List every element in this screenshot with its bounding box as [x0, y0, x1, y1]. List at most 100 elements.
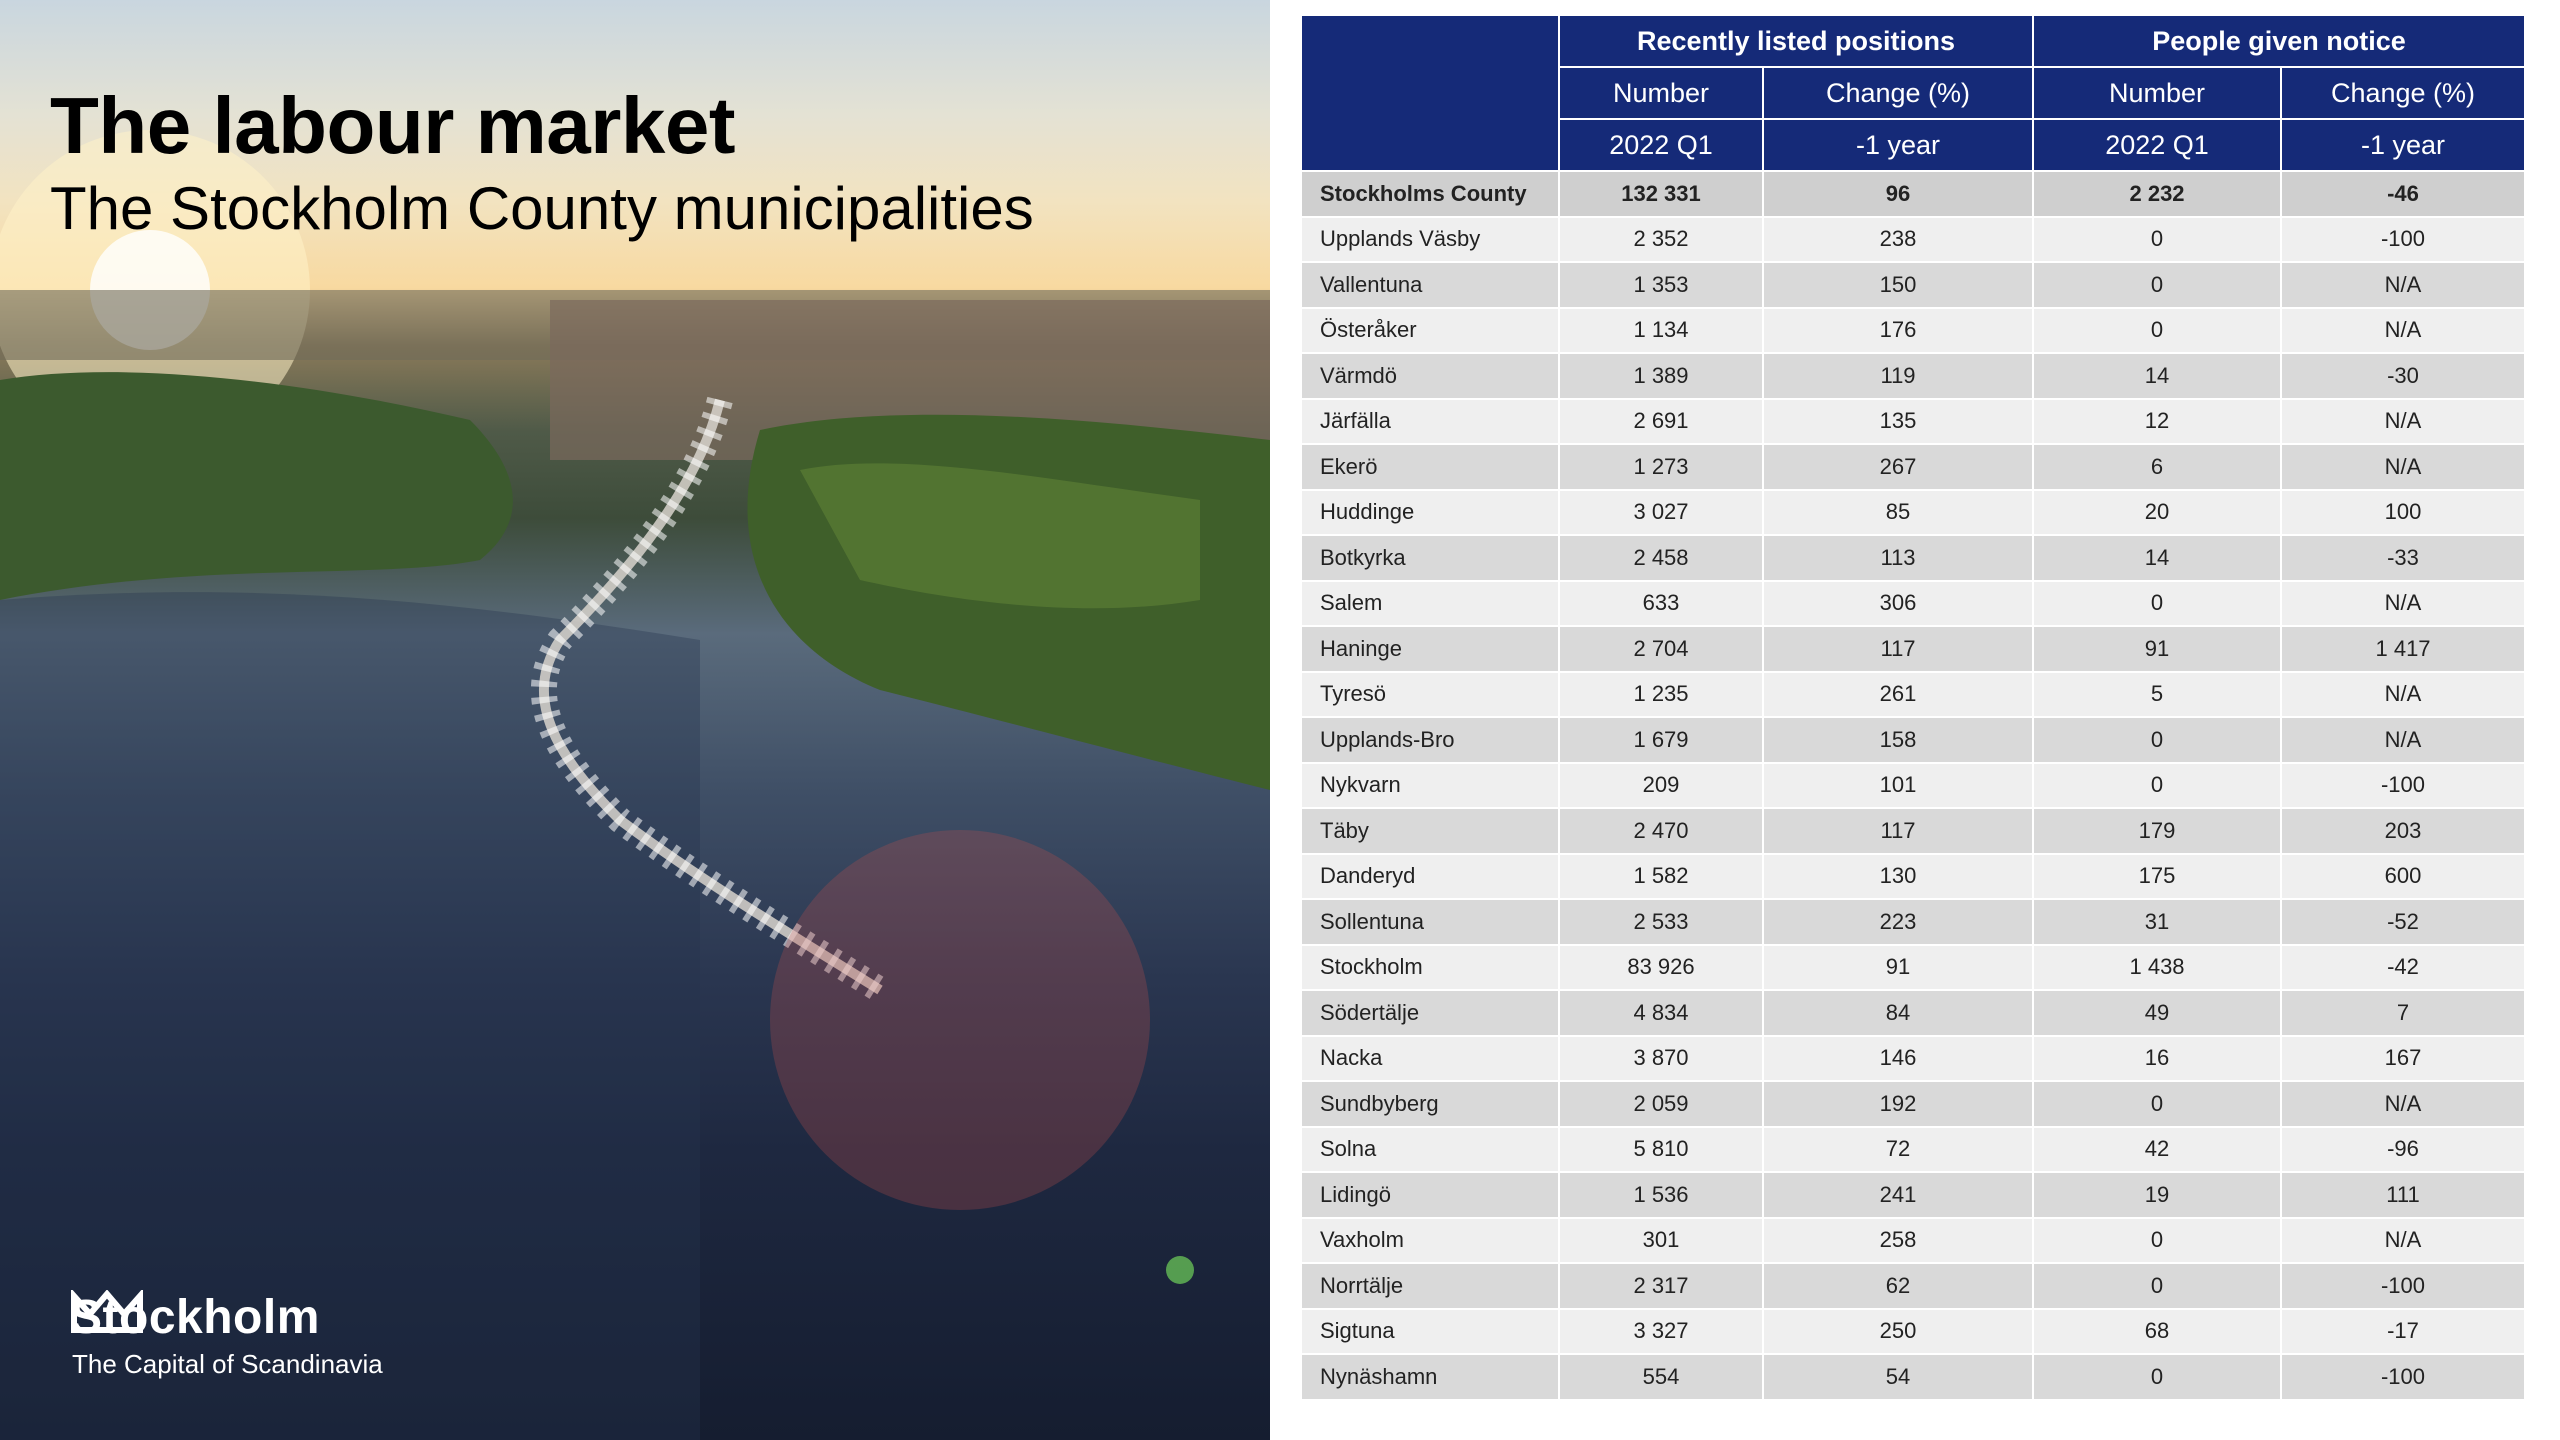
cell-notice-change: -52 — [2280, 898, 2527, 946]
cell-municipality: Nacka — [1300, 1034, 1560, 1082]
column-header: Number — [2032, 66, 2283, 120]
cell-listed-change: 119 — [1761, 352, 2035, 400]
group-header-given-notice: People given notice — [2032, 14, 2527, 68]
group-header-listed-positions: Recently listed positions — [1557, 14, 2035, 68]
cell-notice-change: -17 — [2280, 1307, 2527, 1355]
cell-notice-change: N/A — [2280, 443, 2527, 491]
cell-notice-number: 0 — [2032, 1216, 2283, 1264]
cell-listed-number: 132 331 — [1558, 170, 1764, 218]
cell-listed-number: 2 317 — [1558, 1262, 1764, 1310]
table-row: Värmdö 1 389 119 14 -30 — [1300, 352, 2527, 400]
cell-municipality: Stockholm — [1300, 943, 1560, 991]
cell-notice-number: 0 — [2032, 1080, 2283, 1128]
table-row: Huddinge 3 027 85 20 100 — [1300, 488, 2527, 536]
cell-municipality: Värmdö — [1300, 352, 1560, 400]
cell-notice-change: -30 — [2280, 352, 2527, 400]
cell-notice-number: 175 — [2032, 852, 2283, 900]
cell-notice-number: 0 — [2032, 306, 2283, 354]
table-row: Lidingö 1 536 241 19 111 — [1300, 1171, 2527, 1219]
cell-notice-number: 31 — [2032, 898, 2283, 946]
cell-notice-number: 0 — [2032, 215, 2283, 263]
cell-listed-change: 54 — [1761, 1353, 2035, 1401]
cell-notice-change: 203 — [2280, 807, 2527, 855]
cell-notice-change: N/A — [2280, 670, 2527, 718]
table-row: Ekerö 1 273 267 6 N/A — [1300, 443, 2527, 491]
cell-municipality: Ekerö — [1300, 443, 1560, 491]
cell-listed-number: 1 389 — [1558, 352, 1764, 400]
cell-listed-change: 117 — [1761, 625, 2035, 673]
cell-listed-number: 2 059 — [1558, 1080, 1764, 1128]
cell-notice-number: 14 — [2032, 352, 2283, 400]
cell-municipality: Österåker — [1300, 306, 1560, 354]
column-subheader: 2022 Q1 — [1558, 118, 1764, 172]
cell-notice-change: 600 — [2280, 852, 2527, 900]
cell-notice-number: 49 — [2032, 989, 2283, 1037]
cell-notice-change: -100 — [2280, 761, 2527, 809]
table-row: Nynäshamn 554 54 0 -100 — [1300, 1353, 2527, 1401]
crown-icon — [71, 1290, 143, 1333]
cell-municipality: Botkyrka — [1300, 534, 1560, 582]
aerial-photo-stockholm: The labour market The Stockholm County m… — [0, 0, 1270, 1440]
cell-municipality: Nykvarn — [1300, 761, 1560, 809]
cell-notice-number: 6 — [2032, 443, 2283, 491]
column-subheader: 2022 Q1 — [2032, 118, 2283, 172]
cell-notice-change: N/A — [2280, 261, 2527, 309]
cell-listed-number: 1 134 — [1558, 306, 1764, 354]
cell-notice-number: 5 — [2032, 670, 2283, 718]
cell-listed-number: 1 235 — [1558, 670, 1764, 718]
cell-listed-number: 2 458 — [1558, 534, 1764, 582]
cell-notice-change: -100 — [2280, 215, 2527, 263]
cell-notice-change: N/A — [2280, 306, 2527, 354]
cell-listed-number: 4 834 — [1558, 989, 1764, 1037]
cell-notice-change: 167 — [2280, 1034, 2527, 1082]
cell-listed-change: 158 — [1761, 716, 2035, 764]
table-row: Tyresö 1 235 261 5 N/A — [1300, 670, 2527, 718]
cell-notice-change: -100 — [2280, 1353, 2527, 1401]
cell-listed-change: 62 — [1761, 1262, 2035, 1310]
title-block: The labour market The Stockholm County m… — [50, 82, 1034, 243]
cell-listed-change: 267 — [1761, 443, 2035, 491]
cell-municipality: Täby — [1300, 807, 1560, 855]
cell-municipality: Vallentuna — [1300, 261, 1560, 309]
cell-listed-number: 3 870 — [1558, 1034, 1764, 1082]
cell-listed-change: 150 — [1761, 261, 2035, 309]
table-header: Recently listed positions People given n… — [1300, 14, 2527, 172]
cell-notice-number: 0 — [2032, 261, 2283, 309]
cell-listed-number: 3 327 — [1558, 1307, 1764, 1355]
column-subheader: -1 year — [1761, 118, 2035, 172]
column-subheader: -1 year — [2280, 118, 2527, 172]
cell-municipality: Upplands-Bro — [1300, 716, 1560, 764]
cell-notice-number: 12 — [2032, 397, 2283, 445]
cell-listed-change: 85 — [1761, 488, 2035, 536]
table-row: Sundbyberg 2 059 192 0 N/A — [1300, 1080, 2527, 1128]
cell-notice-change: -42 — [2280, 943, 2527, 991]
cell-municipality: Danderyd — [1300, 852, 1560, 900]
cell-notice-change: -96 — [2280, 1125, 2527, 1173]
cell-municipality: Solna — [1300, 1125, 1560, 1173]
cell-notice-number: 20 — [2032, 488, 2283, 536]
page-subtitle: The Stockholm County municipalities — [50, 175, 1034, 242]
cell-notice-number: 179 — [2032, 807, 2283, 855]
cell-listed-change: 135 — [1761, 397, 2035, 445]
logo-tagline: The Capital of Scandinavia — [72, 1349, 383, 1379]
cell-listed-change: 72 — [1761, 1125, 2035, 1173]
cell-notice-number: 68 — [2032, 1307, 2283, 1355]
cell-listed-number: 2 704 — [1558, 625, 1764, 673]
cell-listed-change: 241 — [1761, 1171, 2035, 1219]
column-header: Change (%) — [1761, 66, 2035, 120]
cell-notice-number: 19 — [2032, 1171, 2283, 1219]
cell-notice-number: 16 — [2032, 1034, 2283, 1082]
cell-notice-change: N/A — [2280, 716, 2527, 764]
cell-listed-number: 1 679 — [1558, 716, 1764, 764]
cell-notice-number: 2 232 — [2032, 170, 2283, 218]
cell-municipality: Stockholms County — [1300, 170, 1560, 218]
cell-listed-number: 209 — [1558, 761, 1764, 809]
table-row: Vaxholm 301 258 0 N/A — [1300, 1216, 2527, 1264]
table-row: Upplands Väsby 2 352 238 0 -100 — [1300, 215, 2527, 263]
cell-notice-number: 1 438 — [2032, 943, 2283, 991]
cell-notice-number: 0 — [2032, 1353, 2283, 1401]
cell-listed-change: 130 — [1761, 852, 2035, 900]
cell-municipality: Upplands Väsby — [1300, 215, 1560, 263]
cell-listed-change: 261 — [1761, 670, 2035, 718]
cell-listed-change: 176 — [1761, 306, 2035, 354]
